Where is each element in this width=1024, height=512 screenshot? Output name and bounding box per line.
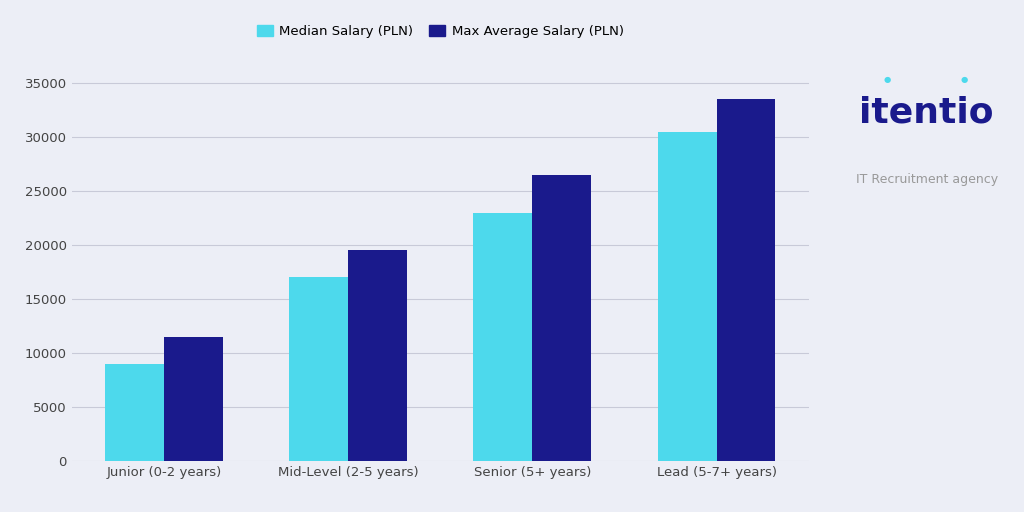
Text: ●: ● — [883, 75, 891, 84]
Bar — [290, 278, 348, 461]
Bar — [473, 212, 532, 461]
Text: itentio: itentio — [859, 96, 994, 130]
Bar — [164, 337, 223, 461]
Bar — [532, 175, 591, 461]
Bar — [657, 132, 717, 461]
Bar — [105, 364, 164, 461]
Legend: Median Salary (PLN), Max Average Salary (PLN): Median Salary (PLN), Max Average Salary … — [252, 19, 629, 43]
Bar — [717, 99, 775, 461]
Bar — [348, 250, 408, 461]
Text: ●: ● — [961, 75, 969, 84]
Text: IT Recruitment agency: IT Recruitment agency — [856, 173, 997, 186]
